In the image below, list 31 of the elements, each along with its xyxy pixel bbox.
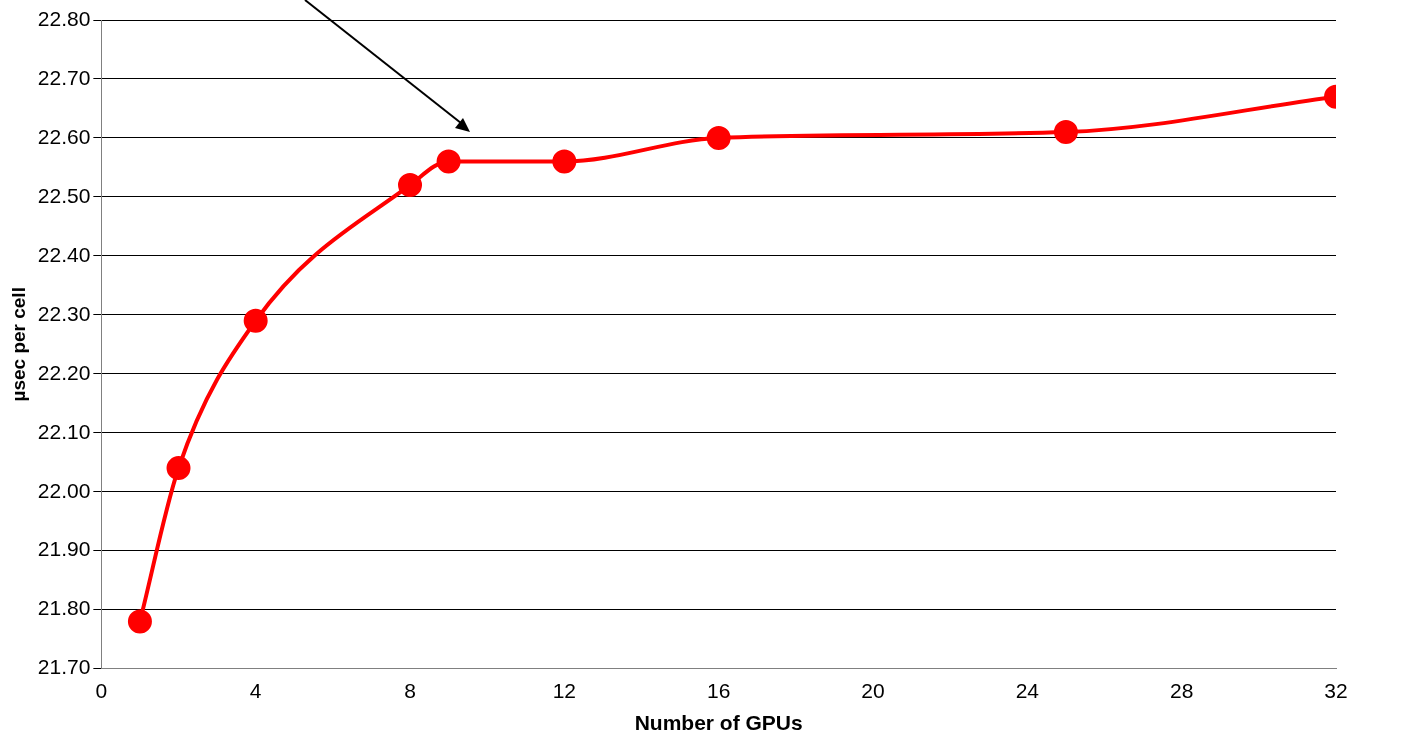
point [706, 125, 731, 150]
point [436, 149, 461, 174]
y-tick-label: 22.70 [37, 65, 91, 89]
x-tick-label: 12 [552, 679, 577, 702]
y-tick-label: 22.40 [37, 242, 91, 266]
point [243, 308, 268, 333]
x-tick-label: 24 [1015, 679, 1040, 702]
point [166, 456, 191, 481]
x-tick-label: 16 [707, 679, 731, 702]
y-tick-label: 22.50 [37, 183, 91, 207]
y-tick-label: 22.10 [37, 419, 91, 443]
x-tick-label: 28 [1169, 679, 1194, 702]
y-tick-label: 22.80 [37, 6, 91, 30]
y-tick-label: 22.00 [37, 478, 91, 502]
point [127, 609, 152, 634]
point [398, 173, 423, 198]
y-tick-label: 22.30 [37, 301, 91, 325]
y-tick-label: 22.20 [37, 360, 91, 384]
x-tick-label: 20 [861, 679, 885, 702]
x-tick-label: 0 [95, 679, 108, 702]
point [1053, 120, 1078, 145]
y-tick-label: 21.70 [37, 655, 91, 679]
y-tick-label: 21.90 [37, 537, 91, 561]
y-tick-label: 21.80 [37, 596, 91, 620]
y-axis-title: µsec per cell [7, 287, 29, 402]
point [552, 149, 577, 174]
x-tick-label: 32 [1324, 679, 1348, 702]
x-tick-label: 8 [404, 679, 416, 702]
x-tick-label: 4 [249, 679, 262, 702]
y-tick-label: 22.60 [37, 124, 91, 148]
x-axis-title: Number of GPUs [634, 711, 803, 735]
